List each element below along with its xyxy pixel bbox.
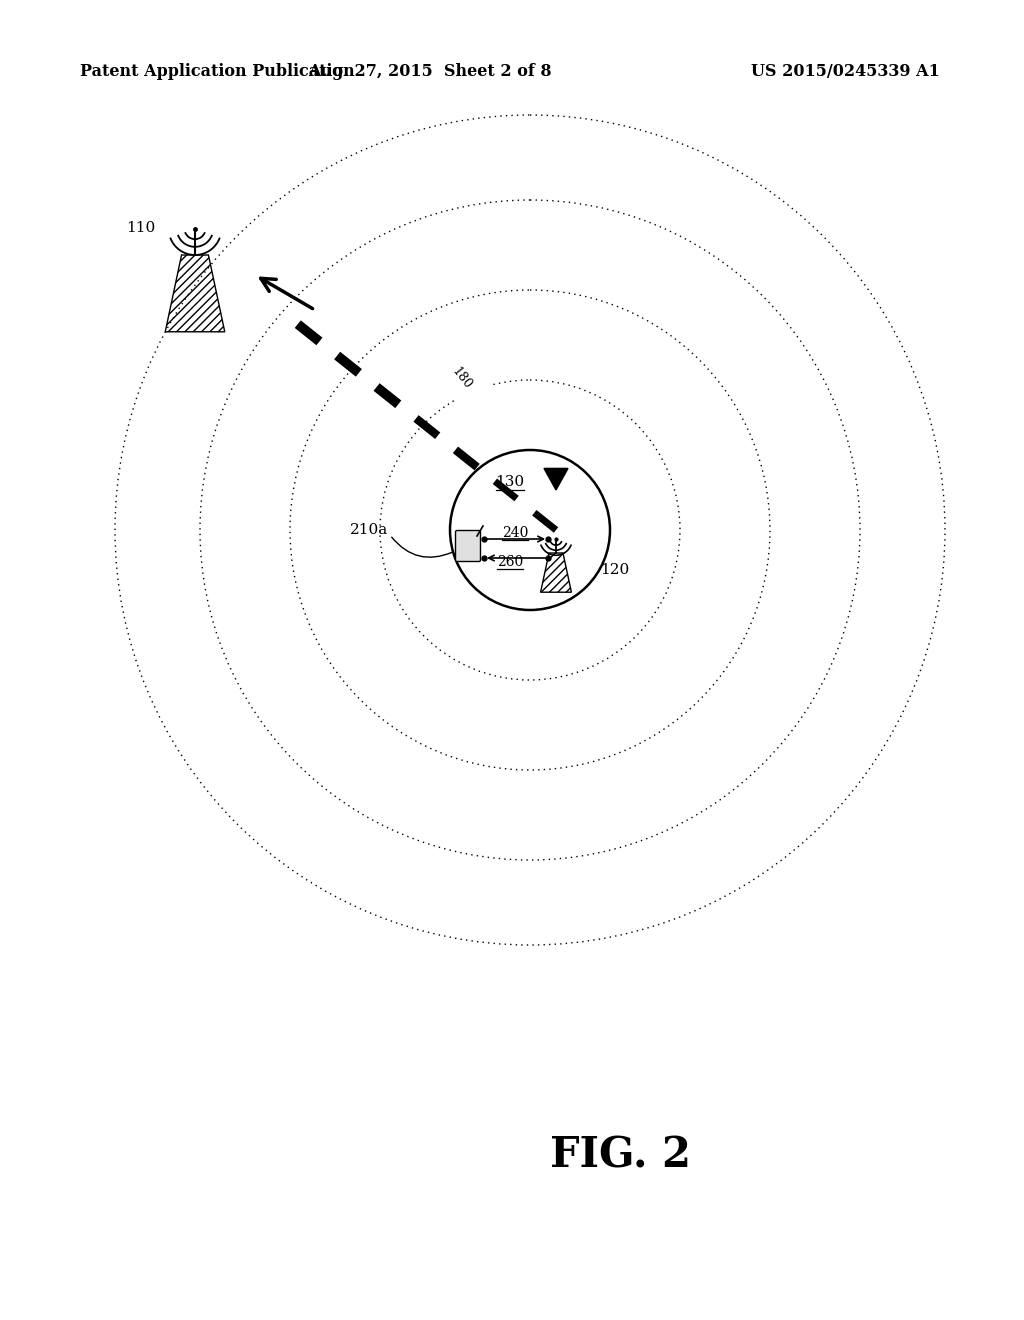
Text: 260: 260	[497, 554, 523, 569]
Text: 130: 130	[496, 475, 524, 488]
Text: 240: 240	[502, 525, 528, 540]
Text: 210a: 210a	[350, 523, 388, 537]
Text: 110: 110	[126, 220, 155, 235]
Polygon shape	[544, 469, 568, 490]
Text: US 2015/0245339 A1: US 2015/0245339 A1	[752, 63, 940, 81]
Text: FIG. 2: FIG. 2	[550, 1134, 690, 1176]
FancyBboxPatch shape	[456, 531, 480, 561]
Text: Aug. 27, 2015  Sheet 2 of 8: Aug. 27, 2015 Sheet 2 of 8	[308, 63, 552, 81]
Text: Patent Application Publication: Patent Application Publication	[80, 63, 354, 81]
Text: 120: 120	[600, 564, 630, 577]
Text: 180: 180	[450, 364, 474, 392]
